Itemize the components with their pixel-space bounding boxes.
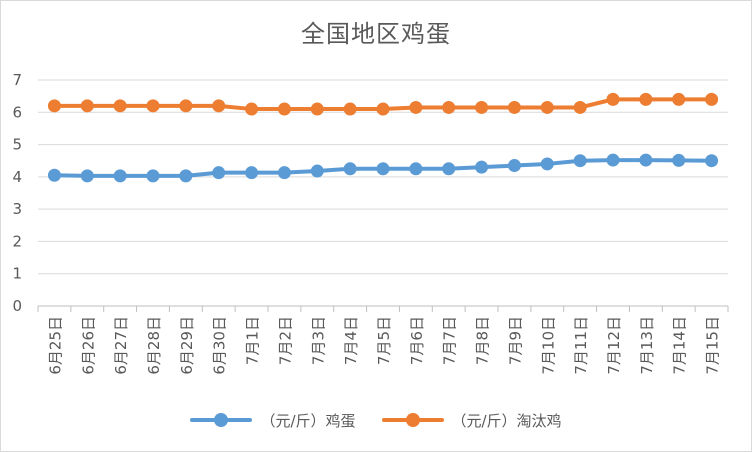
x-tick-label: 7月6日 [408,316,426,365]
y-tick-label-3: 3 [12,200,22,218]
data-point-s0 [146,169,160,183]
data-point-s1 [376,102,390,116]
data-point-s1 [343,102,357,116]
x-tick-label: 7月11日 [572,316,590,375]
data-point-s1 [245,102,259,116]
data-point-s1 [146,99,160,113]
x-tick-label: 7月8日 [474,316,492,365]
y-tick-label-7: 7 [12,71,22,89]
data-point-s1 [212,99,226,113]
x-tick-label: 7月10日 [539,316,557,375]
data-point-s1 [507,100,521,114]
data-point-s0 [507,159,521,173]
x-tick-label: 7月13日 [638,316,656,375]
x-tick-label: 7月4日 [342,316,360,365]
legend-dot-egg [214,413,229,427]
data-point-s0 [475,160,489,174]
y-tick-label-2: 2 [12,232,22,250]
data-point-s1 [639,92,653,106]
x-tick-label: 7月2日 [276,316,294,365]
data-point-s0 [573,154,587,168]
data-point-s0 [310,164,324,178]
x-tick-label: 7月3日 [309,316,327,365]
data-point-s1 [113,99,127,113]
data-point-s0 [442,162,456,176]
chart-legend: （元/斤）鸡蛋 （元/斤）淘汰鸡 [0,408,752,432]
data-point-s1 [80,99,94,113]
data-point-s1 [475,100,489,114]
data-point-s0 [540,157,554,171]
x-tick-label: 7月5日 [375,316,393,365]
x-tick-label: 7月14日 [671,316,689,375]
data-point-s1 [47,99,61,113]
data-point-s1 [540,100,554,114]
data-point-s0 [212,166,226,180]
data-point-s0 [245,166,259,180]
x-tick-label: 6月25日 [46,316,64,375]
x-tick-label: 6月30日 [211,316,229,375]
y-tick-label-0: 0 [12,297,22,315]
x-tick-label: 6月29日 [178,316,196,375]
data-point-s0 [47,168,61,182]
data-point-s1 [442,100,456,114]
data-point-s0 [639,153,653,167]
data-point-s0 [113,169,127,183]
legend-item-egg[interactable]: （元/斤）鸡蛋 [190,410,356,431]
x-tick-label: 6月27日 [112,316,130,375]
legend-dot-hen [405,413,420,427]
legend-marker-hen [381,413,444,427]
y-tick-label-1: 1 [12,265,22,283]
data-point-s0 [277,166,291,180]
legend-marker-egg [190,413,253,427]
x-tick-label: 7月1日 [244,316,262,365]
data-point-s0 [606,153,620,167]
data-point-s0 [179,169,193,183]
data-point-s1 [277,102,291,116]
y-tick-label-5: 5 [12,136,22,154]
data-point-s0 [343,162,357,176]
data-point-s0 [80,169,94,183]
data-point-s1 [310,102,324,116]
y-tick-label-4: 4 [12,168,22,186]
data-point-s1 [179,99,193,113]
data-point-s1 [573,100,587,114]
x-tick-label: 7月7日 [441,316,459,365]
y-tick-label-6: 6 [12,103,22,121]
x-tick-label: 7月15日 [704,316,722,375]
data-point-s1 [705,92,719,106]
chart-title: 全国地区鸡蛋 [301,20,451,48]
x-tick-label: 6月28日 [145,316,163,375]
x-tick-label: 6月26日 [79,316,97,375]
legend-item-hen[interactable]: （元/斤）淘汰鸡 [381,410,562,431]
data-point-s1 [409,100,423,114]
data-point-s0 [705,154,719,168]
data-point-s0 [376,162,390,176]
legend-label-egg: （元/斤）鸡蛋 [260,411,356,430]
x-tick-label: 7月9日 [506,316,524,365]
data-point-s0 [672,153,686,167]
data-point-s0 [409,162,423,176]
legend-label-hen: （元/斤）淘汰鸡 [451,411,562,430]
x-tick-label: 7月12日 [605,316,623,375]
data-point-s1 [606,92,620,106]
data-point-s1 [672,92,686,106]
